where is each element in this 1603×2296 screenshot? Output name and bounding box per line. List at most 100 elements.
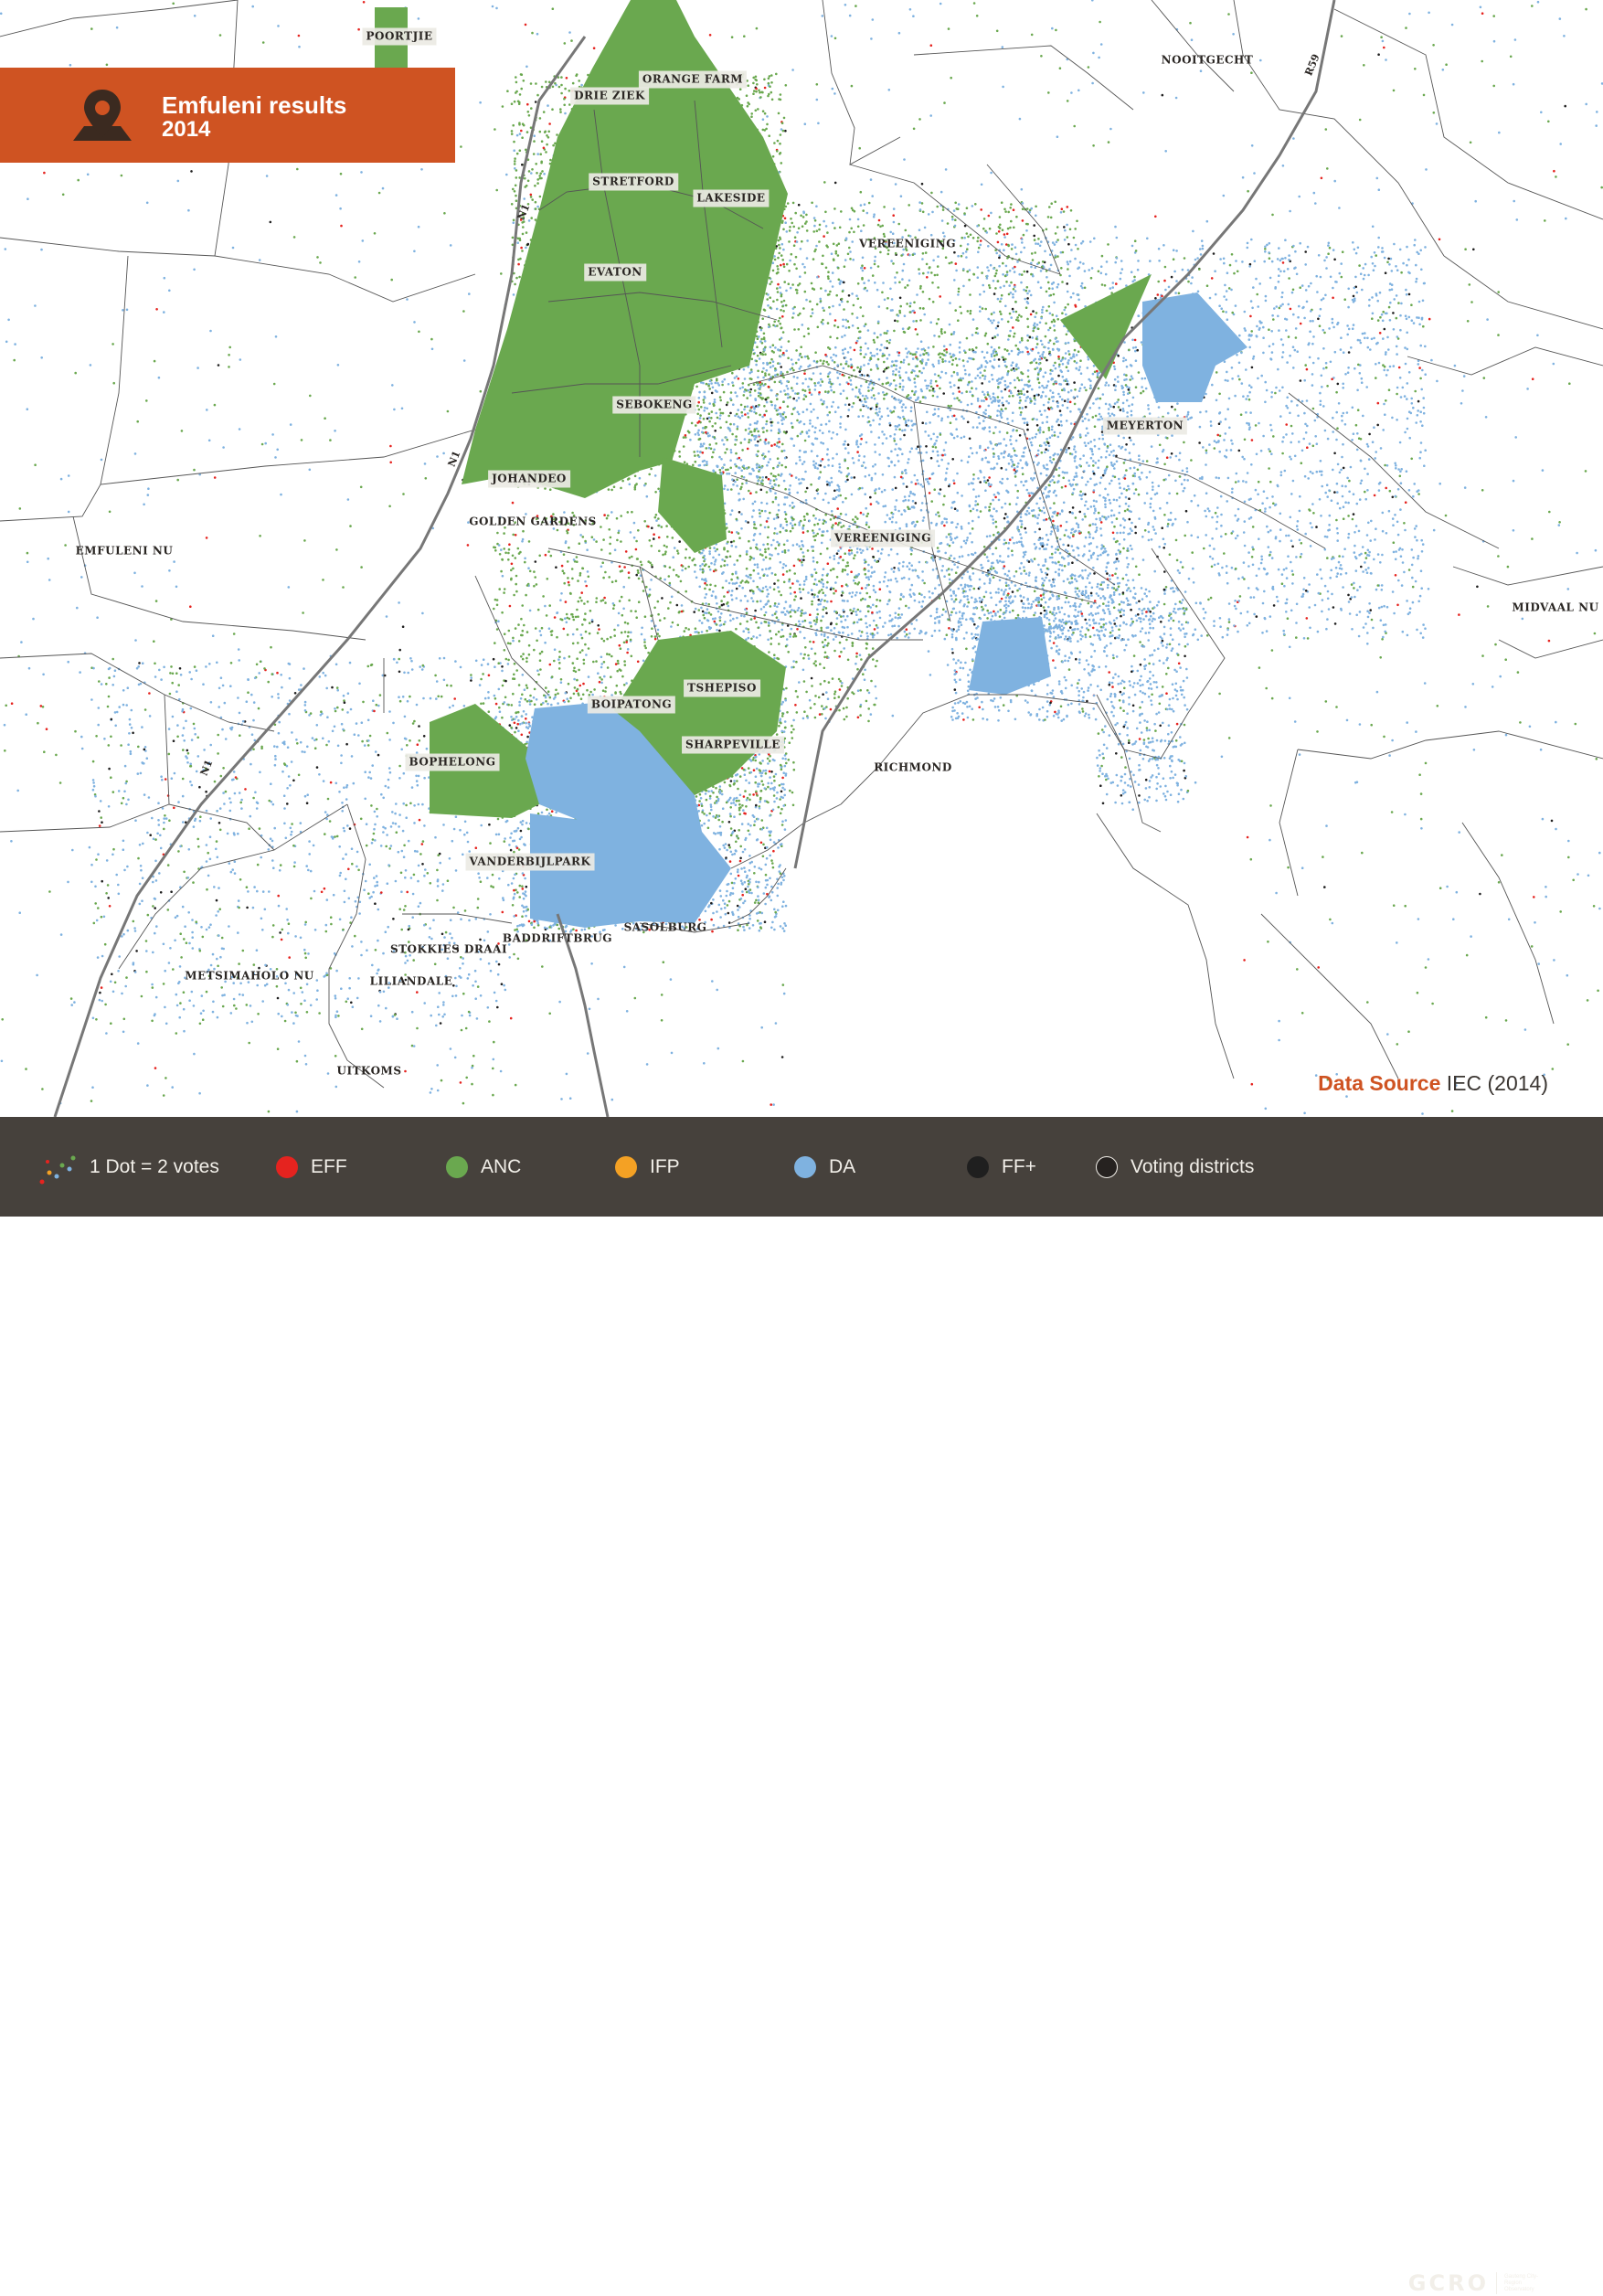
vote-dot — [515, 80, 518, 84]
vote-dot — [575, 74, 578, 78]
vote-dot — [1479, 5, 1482, 9]
vote-dot — [993, 431, 995, 435]
vote-dot — [1098, 447, 1100, 451]
vote-dot — [316, 256, 319, 259]
vote-dot — [780, 162, 783, 165]
vote-dot — [173, 560, 175, 563]
vote-dot — [718, 417, 721, 420]
vote-dot — [780, 463, 783, 467]
vote-dot — [108, 510, 111, 514]
vote-dot — [471, 1082, 473, 1086]
vote-dot — [714, 381, 717, 385]
vote-dot — [274, 456, 277, 459]
vote-dot — [755, 453, 759, 456]
vote-dot — [867, 526, 871, 528]
vote-dot — [1070, 545, 1074, 547]
vote-dot — [1420, 827, 1423, 830]
vote-dot — [1250, 71, 1253, 74]
vote-dot — [770, 357, 773, 361]
vote-dot — [1531, 377, 1534, 381]
vote-dot — [771, 154, 775, 158]
vote-dot — [788, 491, 791, 494]
vote-dot — [774, 324, 777, 328]
vote-dot — [748, 489, 750, 493]
vote-dot — [749, 368, 753, 371]
vote-dot — [974, 598, 977, 601]
vote-dot — [554, 81, 557, 85]
vote-dot — [838, 613, 841, 617]
vote-dot — [1123, 373, 1126, 377]
vote-dot — [1129, 378, 1131, 381]
vote-dot — [790, 421, 793, 425]
vote-dot — [697, 408, 701, 411]
vote-dot — [1057, 357, 1060, 360]
vote-dot — [1056, 595, 1058, 598]
vote-dot — [381, 186, 385, 190]
vote-dot — [1246, 835, 1249, 839]
vote-dot — [1281, 261, 1285, 264]
vote-dot — [125, 704, 128, 707]
vote-dot — [775, 444, 779, 448]
vote-dot — [1543, 1073, 1545, 1077]
vote-dot — [717, 382, 719, 385]
vote-dot — [678, 455, 682, 458]
vote-dot — [366, 949, 368, 951]
vote-dot — [1018, 587, 1021, 590]
vote-dot — [921, 459, 925, 462]
vote-dot — [1250, 330, 1253, 333]
vote-dot — [1142, 91, 1145, 94]
vote-dot — [972, 350, 975, 354]
vote-dot — [729, 422, 732, 426]
vote-dot — [1084, 635, 1088, 639]
vote-dot — [1491, 686, 1494, 688]
vote-dot — [510, 130, 514, 133]
vote-dot — [182, 727, 186, 729]
vote-dot — [1600, 82, 1603, 85]
vote-dot — [1011, 460, 1014, 463]
vote-dot — [815, 616, 819, 619]
vote-dot — [1377, 188, 1381, 191]
vote-dot — [768, 75, 771, 78]
vote-dot — [789, 592, 792, 595]
vote-dot — [953, 507, 957, 510]
vote-dot — [1299, 322, 1302, 325]
vote-dot — [1109, 443, 1112, 447]
vote-dot — [931, 591, 934, 595]
vote-dot — [855, 621, 859, 624]
vote-dot — [1472, 749, 1476, 751]
vote-dot — [891, 488, 894, 491]
vote-dot — [122, 1030, 125, 1034]
vote-dot — [520, 129, 523, 133]
vote-dot — [538, 117, 542, 120]
vote-dot — [926, 410, 929, 414]
vote-dot — [1396, 941, 1398, 944]
vote-dot — [74, 371, 77, 375]
vote-dot — [656, 628, 660, 632]
vote-dot — [1138, 573, 1141, 576]
vote-dot — [564, 87, 567, 90]
vote-dot — [1311, 319, 1314, 323]
vote-dot — [493, 1040, 495, 1044]
vote-dot — [1321, 610, 1323, 613]
vote-dot — [1479, 892, 1481, 896]
vote-dot — [42, 673, 45, 676]
vote-dot — [906, 356, 908, 358]
vote-dot — [1424, 761, 1428, 765]
vote-dot — [714, 389, 717, 392]
vote-dot — [1441, 69, 1445, 71]
vote-dot — [748, 394, 752, 397]
vote-dot — [1381, 39, 1385, 43]
vote-dot — [1326, 1079, 1330, 1081]
vote-dot — [1566, 1043, 1569, 1046]
vote-dot — [782, 116, 786, 120]
vote-dot — [1088, 377, 1090, 381]
vote-dot — [993, 507, 995, 510]
vote-dot — [760, 337, 763, 341]
vote-dot — [871, 195, 874, 197]
vote-dot — [1058, 409, 1062, 412]
vote-dot — [402, 493, 405, 495]
vote-dot — [1278, 1019, 1280, 1023]
vote-dot — [810, 450, 813, 452]
vote-dot — [982, 595, 986, 599]
vote-dot — [295, 1110, 299, 1113]
